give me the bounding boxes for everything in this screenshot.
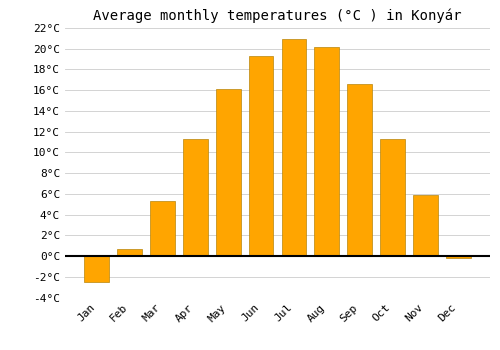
Bar xyxy=(282,40,306,256)
Bar xyxy=(314,47,339,256)
Bar xyxy=(413,195,438,256)
Bar xyxy=(84,256,109,282)
Bar xyxy=(183,139,208,256)
Bar xyxy=(380,139,405,256)
Bar xyxy=(446,256,470,258)
Bar xyxy=(348,84,372,256)
Bar xyxy=(216,89,240,256)
Bar xyxy=(150,201,174,256)
Bar xyxy=(117,249,142,256)
Bar xyxy=(248,56,274,256)
Title: Average monthly temperatures (°C ) in Konyár: Average monthly temperatures (°C ) in Ko… xyxy=(93,8,462,23)
